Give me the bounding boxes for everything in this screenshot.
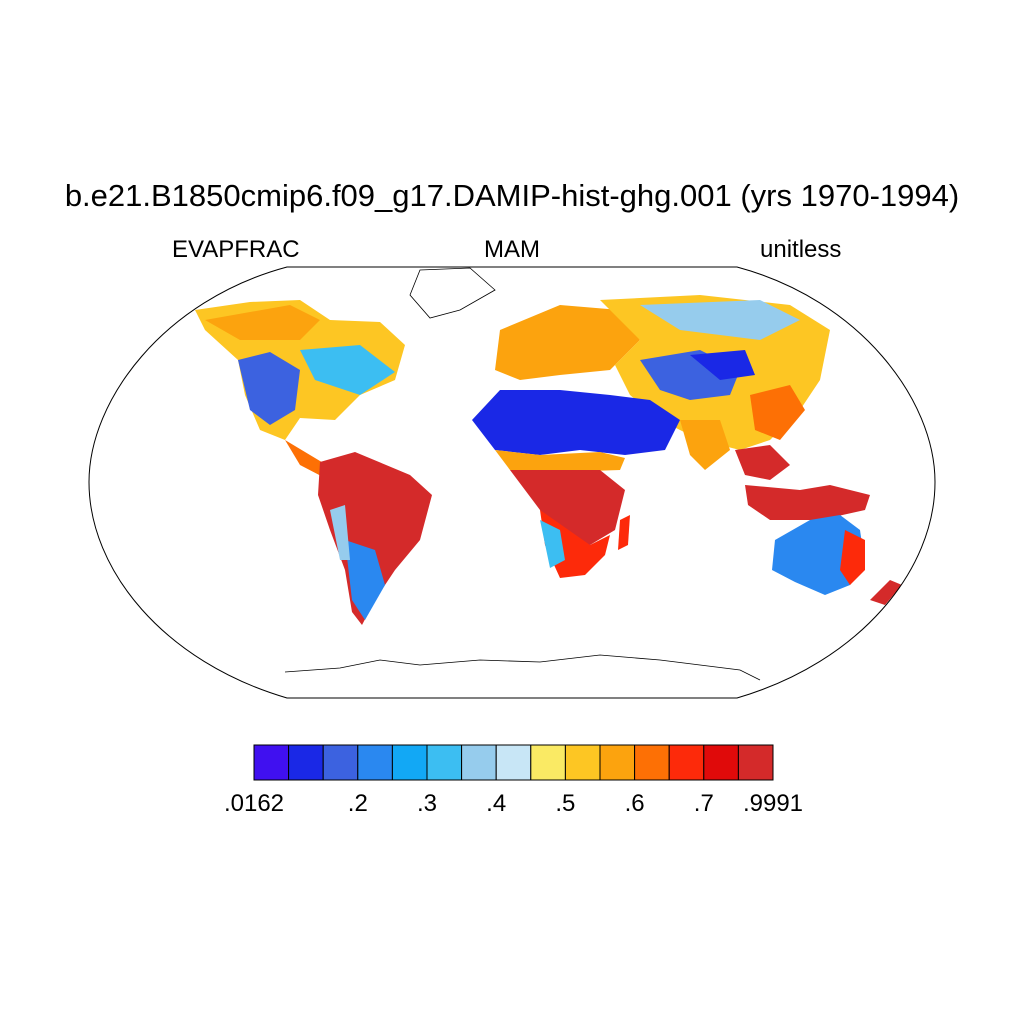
australia-region xyxy=(772,515,865,595)
plot-title: b.e21.B1850cmip6.f09_g17.DAMIP-hist-ghg.… xyxy=(64,178,960,213)
colorbar-box xyxy=(668,744,705,781)
colorbar-box xyxy=(564,744,601,781)
south-america-south xyxy=(345,540,385,620)
central-africa-region xyxy=(510,470,625,545)
south-america-region xyxy=(318,452,432,625)
colorbar-box xyxy=(461,744,497,781)
colorbar-box xyxy=(530,744,566,781)
australia-east-coast xyxy=(840,530,865,585)
canada-north xyxy=(205,305,320,340)
colorbar-box xyxy=(357,744,393,781)
colorbar-label: .6 xyxy=(624,790,645,817)
mongolia-dry xyxy=(690,350,755,380)
colorbar-label: .7 xyxy=(693,790,714,817)
new-zealand-region xyxy=(870,580,902,605)
colorbar-label: .4 xyxy=(486,790,507,817)
colorbar-box xyxy=(253,744,290,781)
colorbar-label: .2 xyxy=(347,790,368,817)
sahel-region xyxy=(495,450,625,472)
colorbar-label: .5 xyxy=(555,790,576,817)
south-asia-region xyxy=(680,420,730,470)
map-border xyxy=(88,266,936,699)
sahara-region xyxy=(472,390,680,455)
north-america-east xyxy=(300,345,395,395)
season-label: MAM xyxy=(484,236,540,263)
siberia-region xyxy=(640,300,800,340)
variable-label: EVAPFRAC xyxy=(172,236,300,263)
east-asia-wet xyxy=(750,385,805,440)
colorbar-box xyxy=(322,744,359,781)
colorbar-box xyxy=(703,744,739,781)
colorbar-box xyxy=(426,744,463,781)
southeast-asia-region xyxy=(735,445,790,480)
colorbar-label: .9991 xyxy=(742,790,804,817)
colorbar-box xyxy=(288,744,324,781)
colorbar-label: .0162 xyxy=(223,790,285,817)
colorbar-box xyxy=(634,744,670,781)
colorbar-box xyxy=(495,744,532,781)
madagascar-region xyxy=(618,515,630,550)
north-america-west xyxy=(238,352,300,425)
units-label: unitless xyxy=(760,236,842,263)
namibia-dry xyxy=(540,520,565,568)
antarctica-outline xyxy=(284,654,761,681)
greenland-outline xyxy=(409,267,496,319)
colorbar-label: .3 xyxy=(416,790,438,817)
indonesia-region xyxy=(745,485,870,520)
map-field xyxy=(195,267,902,681)
colorbar-box xyxy=(737,744,774,781)
south-america-andes xyxy=(330,505,350,560)
colorbar-box xyxy=(391,744,428,781)
europe-region xyxy=(495,305,640,380)
colorbar-box xyxy=(599,744,636,781)
